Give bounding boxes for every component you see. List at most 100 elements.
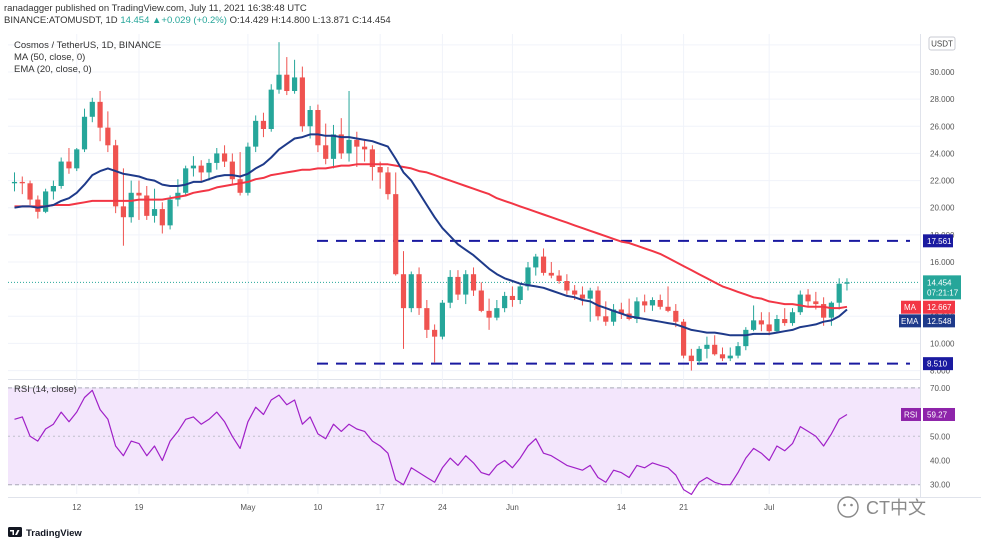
rsi-tick-label: 40.00 (930, 457, 951, 466)
candle-body (680, 321, 687, 356)
candle-body (509, 295, 516, 300)
candle-body (634, 301, 640, 319)
price-pane[interactable] (8, 34, 920, 378)
time-tick-label: Jun (506, 503, 519, 512)
price-tick-label: 26.000 (930, 122, 955, 131)
candle-body (642, 301, 648, 306)
candle-body (525, 267, 531, 287)
candle-body (836, 283, 842, 303)
rsi-line (14, 389, 848, 495)
candle-body (455, 276, 461, 295)
last-price-box (923, 275, 961, 300)
candle-body (439, 302, 445, 337)
ohlc-symbol: BINANCE:ATOMUSDT, 1D (4, 15, 118, 26)
rsi-legend[interactable]: RSI (14, close) (14, 384, 77, 395)
candle-body (828, 302, 834, 318)
tradingview-logo-icon (8, 527, 22, 537)
candle-body (19, 181, 25, 184)
candle-body (338, 134, 344, 154)
ohlc-low: L:13.871 (312, 15, 350, 26)
candle-body (144, 195, 150, 216)
time-tick-label: 10 (313, 503, 322, 512)
candle-body (260, 120, 267, 129)
candle-body (136, 192, 142, 196)
ma-legend[interactable]: MA (50, close, 0) (14, 52, 85, 63)
candle-body (245, 146, 251, 193)
candle-body (284, 74, 290, 91)
candle-body (556, 275, 562, 281)
candle-body (432, 329, 438, 337)
published-line: ranadagger published on TradingView.com,… (4, 3, 307, 14)
ma-tag-text: MA (904, 303, 917, 312)
rsi-value-tag-box (923, 407, 955, 421)
candle-body (751, 320, 757, 330)
candle-body (805, 294, 811, 302)
candle-body (813, 301, 819, 305)
ohlc-open: O:14.429 (229, 15, 269, 26)
candle-body (221, 153, 228, 162)
candle-body (416, 274, 422, 309)
currency-box[interactable] (928, 36, 956, 51)
rsi-tick-label: 70.00 (930, 384, 951, 393)
tradingview-logo-text: TradingView (26, 528, 82, 539)
candle-body (782, 319, 788, 324)
ema-line (14, 133, 848, 337)
candle-body (253, 120, 259, 147)
ohlc-last: 14.454 (120, 15, 150, 26)
candles (11, 42, 850, 371)
ct-watermark: CT中文 (837, 496, 926, 518)
candle-body (603, 316, 609, 322)
candle-body (330, 134, 337, 159)
watermark-wechat-icon (837, 496, 859, 518)
candle-body (424, 308, 430, 330)
watermark-eye-icon-2 (850, 503, 853, 507)
tradingview-logo[interactable]: TradingView (8, 527, 82, 539)
candle-body (649, 300, 656, 306)
rsi-tag-box (901, 407, 921, 421)
candle-body (657, 300, 663, 307)
candle-body (362, 146, 368, 150)
time-tick-label: 17 (376, 503, 385, 512)
price-tick-label: 28.000 (930, 95, 955, 104)
watermark-eye-icon (843, 503, 846, 507)
candle-body (494, 308, 500, 318)
time-tick-label: 19 (135, 503, 144, 512)
candle-body (595, 290, 601, 317)
candle-body (151, 209, 158, 216)
candle-body (190, 165, 197, 169)
candle-body (120, 206, 127, 218)
candle-body (183, 168, 189, 193)
watermark-text: CT中文 (866, 498, 926, 518)
ma-line (14, 163, 848, 310)
candle-body (291, 77, 298, 91)
price-tick-label: 16.000 (930, 258, 955, 267)
candle-body (385, 172, 391, 195)
candle-body (408, 274, 414, 309)
ma-tag-box (901, 300, 921, 314)
candle-body (758, 320, 764, 325)
candle-body (159, 209, 165, 226)
candle-body (81, 116, 88, 150)
candle-body (618, 309, 624, 314)
time-tick-label: Jul (764, 503, 774, 512)
resistance-tag-text: 17.561 (927, 237, 952, 246)
last-price-text: 14.454 (927, 278, 952, 287)
candle-body (587, 290, 593, 299)
rsi-band (8, 387, 920, 486)
candle-body (610, 309, 617, 322)
candle-body (719, 354, 726, 359)
candle-body (463, 274, 469, 295)
ema-legend[interactable]: EMA (20, close, 0) (14, 64, 92, 75)
time-tick-label: 12 (72, 503, 81, 512)
candle-body (727, 355, 733, 359)
candle-body (276, 74, 282, 90)
candle-body (105, 127, 111, 146)
candle-body (113, 145, 119, 207)
ohlc-change: ▲+0.029 (+0.2%) (152, 15, 227, 26)
candle-body (797, 294, 803, 313)
candle-body (774, 319, 780, 332)
candle-body (323, 145, 329, 159)
